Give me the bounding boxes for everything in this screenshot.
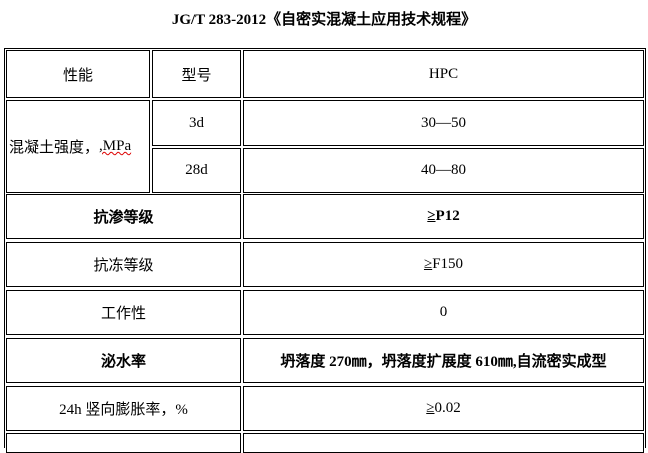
header-hpc: HPC (243, 50, 644, 98)
table-row-partial-value (243, 433, 644, 453)
strength-value-28d: 40—80 (243, 148, 644, 193)
value-text: F150 (432, 256, 464, 272)
strength-value-3d: 30—50 (243, 100, 644, 146)
table-row-partial-property (6, 433, 241, 453)
spec-table (4, 48, 646, 448)
row-value: ≥ P12 (243, 194, 644, 239)
strength-age-3d: 3d (152, 100, 241, 146)
row-value: ≥ F150 (243, 242, 644, 287)
value-text: 坍落度 270㎜，坍落度扩展度 610㎜,自流密实成型 (280, 354, 607, 370)
strength-label-unit: ,MPa (99, 138, 132, 154)
row-value: ≥0.02 (243, 386, 644, 431)
strength-age-28d: 28d (152, 148, 241, 193)
row-value: 坍落度 270㎜，坍落度扩展度 610㎜,自流密实成型 (243, 338, 644, 383)
value-text: 0.02 (434, 400, 461, 416)
row-property: 抗冻等级 (6, 242, 241, 287)
row-property: 24h 竖向膨胀率，% (6, 386, 241, 431)
value-text: P12 (435, 208, 460, 224)
value-symbol: ≥ (423, 256, 433, 272)
row-value: 0 (243, 290, 644, 335)
value-symbol: ≥ (426, 400, 435, 416)
strength-label: 混凝土强度， ,MPa (6, 100, 150, 193)
document-title: JG/T 283-2012《自密实混凝土应用技术规程》 (171, 12, 477, 28)
row-property: 工作性 (6, 290, 241, 335)
value-symbol: ≥ (427, 208, 436, 224)
value-text: 0 (439, 304, 448, 320)
header-type: 型号 (152, 50, 241, 98)
strength-label-text: 混凝土强度， (9, 140, 100, 156)
row-property: 泌水率 (6, 338, 241, 383)
row-property: 抗渗等级 (6, 194, 241, 239)
header-property: 性能 (6, 50, 150, 98)
